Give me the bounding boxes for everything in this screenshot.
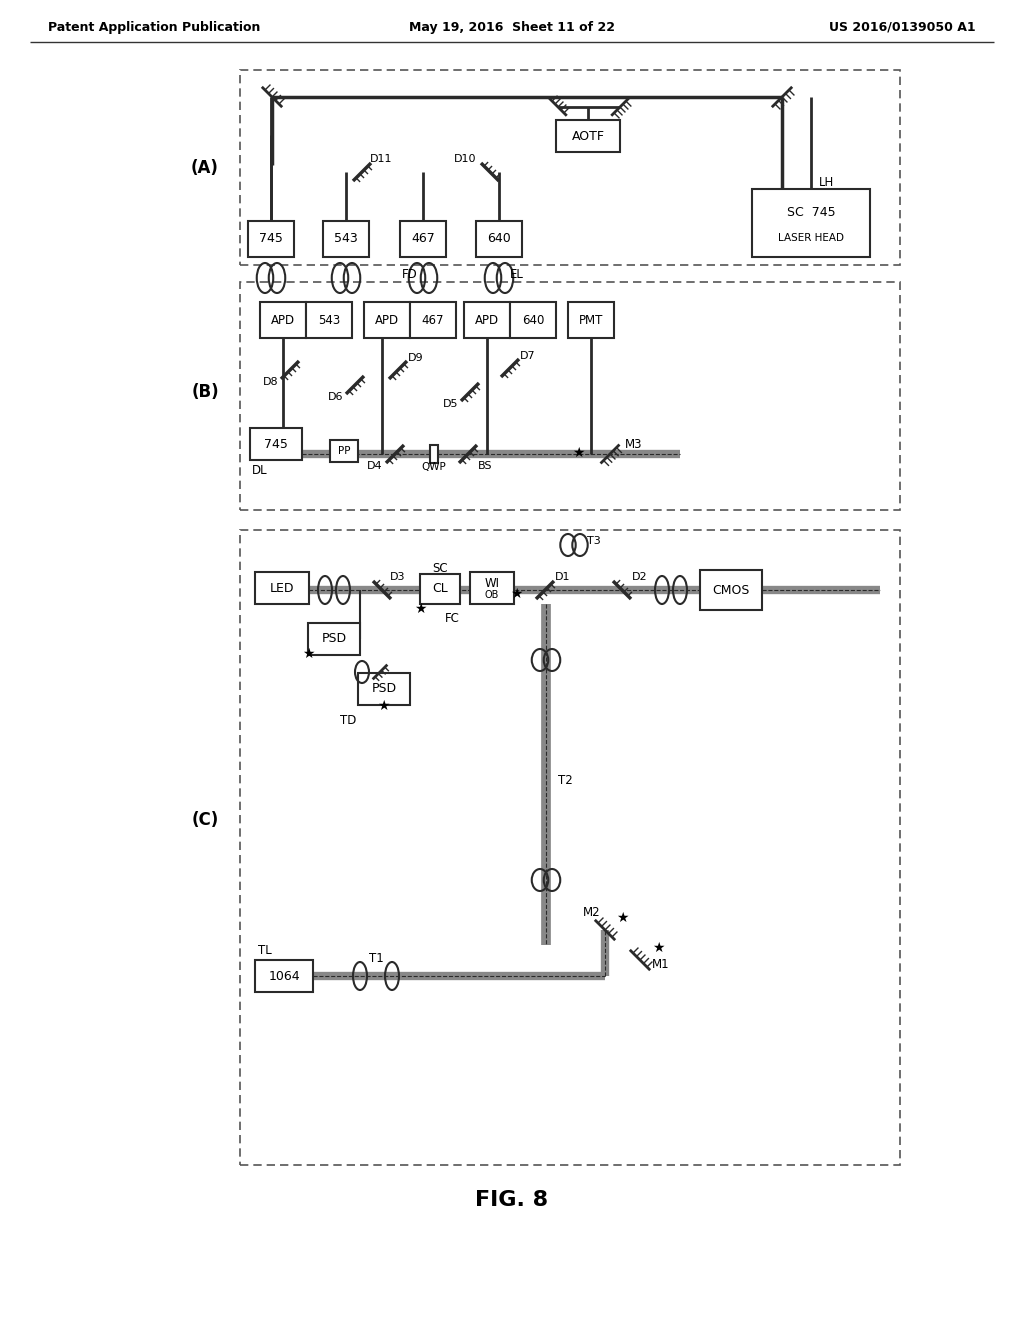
- Text: TL: TL: [258, 944, 271, 957]
- Text: Patent Application Publication: Patent Application Publication: [48, 21, 260, 33]
- Text: 543: 543: [334, 232, 357, 246]
- Text: 640: 640: [522, 314, 544, 326]
- Text: SC  745: SC 745: [786, 206, 836, 219]
- Text: (A): (A): [191, 158, 219, 177]
- Text: APD: APD: [375, 314, 399, 326]
- Text: DL: DL: [252, 463, 267, 477]
- Text: EL: EL: [510, 268, 524, 281]
- Bar: [248, 220, 294, 257]
- Bar: [240, 282, 900, 510]
- Bar: [430, 445, 438, 463]
- Bar: [568, 302, 614, 338]
- Text: CL: CL: [432, 582, 447, 595]
- Bar: [464, 302, 510, 338]
- Bar: [250, 428, 302, 459]
- Bar: [260, 302, 306, 338]
- Text: AOTF: AOTF: [571, 129, 604, 143]
- Text: D11: D11: [370, 154, 392, 164]
- Text: FC: FC: [444, 611, 460, 624]
- Text: PSD: PSD: [322, 632, 346, 645]
- Text: D10: D10: [454, 154, 476, 164]
- Text: (B): (B): [191, 383, 219, 401]
- Text: BS: BS: [478, 461, 493, 471]
- Text: LASER HEAD: LASER HEAD: [778, 232, 844, 243]
- Bar: [240, 531, 900, 1166]
- Text: 543: 543: [317, 314, 340, 326]
- Text: D5: D5: [442, 399, 458, 409]
- Text: APD: APD: [271, 314, 295, 326]
- Text: D3: D3: [390, 572, 406, 582]
- Text: May 19, 2016  Sheet 11 of 22: May 19, 2016 Sheet 11 of 22: [409, 21, 615, 33]
- Text: 640: 640: [487, 232, 511, 246]
- Bar: [420, 574, 460, 605]
- Text: LH: LH: [819, 177, 834, 190]
- Text: PMT: PMT: [579, 314, 603, 326]
- Text: ★: ★: [414, 602, 426, 616]
- Bar: [364, 302, 410, 338]
- Text: T3: T3: [587, 536, 601, 546]
- Text: ★: ★: [615, 911, 629, 925]
- Text: OB: OB: [484, 590, 499, 601]
- Text: QWP: QWP: [422, 462, 446, 473]
- Text: PSD: PSD: [372, 682, 396, 696]
- Bar: [476, 220, 522, 257]
- Bar: [400, 220, 446, 257]
- Text: D9: D9: [408, 352, 424, 363]
- Text: 467: 467: [411, 232, 435, 246]
- Text: TD: TD: [340, 714, 356, 726]
- Text: APD: APD: [475, 314, 499, 326]
- Text: M2: M2: [583, 906, 600, 919]
- Text: 745: 745: [264, 437, 288, 450]
- Text: FIG. 8: FIG. 8: [475, 1191, 549, 1210]
- Bar: [308, 623, 360, 655]
- Text: D2: D2: [632, 572, 647, 582]
- Bar: [410, 302, 456, 338]
- Text: D1: D1: [555, 572, 570, 582]
- Bar: [470, 572, 514, 605]
- Text: ★: ★: [510, 587, 522, 601]
- Text: WI: WI: [484, 577, 500, 590]
- Bar: [700, 570, 762, 610]
- Bar: [556, 120, 620, 152]
- Text: 745: 745: [259, 232, 283, 246]
- Text: ★: ★: [302, 647, 314, 661]
- Bar: [358, 673, 410, 705]
- Bar: [330, 440, 358, 462]
- Text: T1: T1: [369, 952, 383, 965]
- Bar: [255, 960, 313, 993]
- Text: ★: ★: [651, 941, 665, 954]
- Text: ★: ★: [571, 446, 585, 459]
- Text: D8: D8: [262, 378, 278, 387]
- Text: M3: M3: [625, 437, 642, 450]
- Text: (C): (C): [191, 810, 219, 829]
- Text: SC: SC: [432, 561, 447, 574]
- Text: US 2016/0139050 A1: US 2016/0139050 A1: [829, 21, 976, 33]
- Bar: [752, 189, 870, 257]
- Text: CMOS: CMOS: [713, 583, 750, 597]
- Bar: [510, 302, 556, 338]
- Text: ★: ★: [377, 700, 389, 713]
- Text: T2: T2: [558, 774, 572, 787]
- Bar: [255, 572, 309, 605]
- Text: PP: PP: [338, 446, 350, 455]
- Text: D7: D7: [520, 351, 536, 360]
- Bar: [240, 70, 900, 265]
- Text: 467: 467: [422, 314, 444, 326]
- Text: M1: M1: [652, 957, 670, 970]
- Bar: [306, 302, 352, 338]
- Text: LED: LED: [269, 582, 294, 594]
- Text: D4: D4: [367, 461, 382, 471]
- Text: D6: D6: [328, 392, 343, 403]
- Bar: [323, 220, 369, 257]
- Text: 1064: 1064: [268, 969, 300, 982]
- Text: FD: FD: [402, 268, 418, 281]
